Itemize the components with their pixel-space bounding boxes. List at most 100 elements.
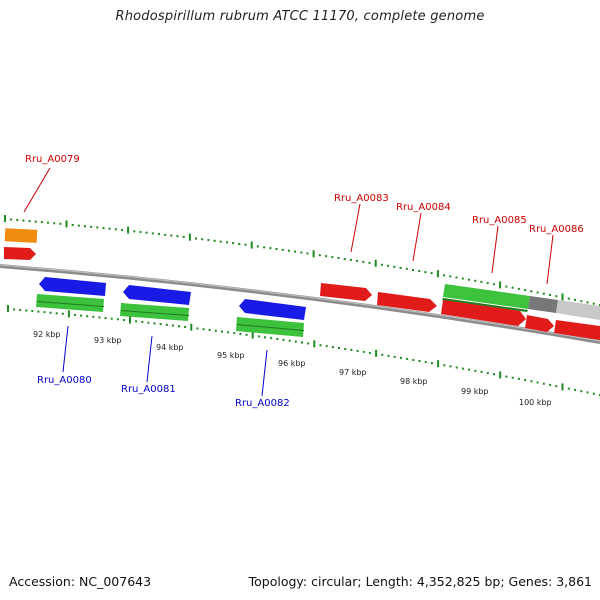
gene-rru-a0081-stripe [121, 310, 189, 316]
scale-minor-tick [349, 258, 352, 261]
scale-minor-tick [580, 390, 583, 393]
scale-minor-tick [34, 220, 37, 223]
gene-rru-a0080-stripe [37, 301, 104, 307]
scale-minor-tick [208, 329, 211, 331]
scale-minor-tick [13, 308, 16, 311]
scale-minor-tick [171, 324, 174, 327]
scale-minor-tick [288, 339, 291, 342]
gene-forward-long-red[interactable] [441, 300, 526, 326]
scale-minor-tick [245, 333, 248, 336]
scale-minor-tick [555, 385, 558, 388]
gene-rru-a0086[interactable] [554, 320, 600, 340]
scale-minor-tick [406, 357, 409, 360]
scale-minor-tick [455, 366, 458, 369]
gene-rru-a0082-stripe [237, 324, 304, 331]
scale-label-98: 98 kbp [400, 377, 428, 386]
scale-minor-tick [586, 301, 589, 304]
gene-rru-a0079-orange[interactable] [4, 228, 38, 243]
genome-backbone [0, 264, 600, 344]
scale-minor-tick [524, 379, 527, 382]
scale-minor-tick [141, 321, 144, 323]
leader-rru-a0083 [350, 203, 361, 253]
scale-minor-tick [263, 246, 266, 249]
scale-major-tick [436, 270, 439, 278]
leader-rru-a0080 [62, 325, 69, 373]
scale-minor-tick [542, 292, 545, 295]
scale-minor-tick [170, 234, 173, 237]
scale-minor-tick [505, 285, 508, 288]
accession-text: Accession: NC_007643 [9, 574, 152, 589]
gene-rru-a0086-lightgray[interactable] [556, 300, 600, 320]
scale-minor-tick [443, 274, 446, 277]
gene-rru-a0085[interactable] [443, 284, 530, 309]
gene-rru-a0085-gray[interactable] [528, 296, 558, 313]
scale-minor-tick [337, 257, 340, 259]
scale-minor-tick [480, 280, 483, 283]
scale-label-92: 92 kbp [33, 330, 61, 339]
scale-major-tick [188, 233, 191, 241]
scale-minor-tick [307, 342, 310, 345]
scale-minor-tick [300, 251, 303, 254]
scale-minor-tick [201, 238, 204, 241]
scale-minor-tick [511, 376, 514, 379]
scale-minor-tick [294, 250, 297, 253]
scale-minor-tick [480, 370, 483, 373]
gene-rru-a0081-blue[interactable] [123, 285, 191, 305]
scale-minor-tick [592, 302, 595, 305]
scale-minor-tick [430, 272, 433, 275]
scale-minor-tick [133, 230, 136, 233]
scale-minor-tick [145, 231, 148, 234]
scale-minor-tick [226, 241, 228, 244]
scale-minor-tick [43, 311, 46, 314]
scale-minor-tick [486, 372, 489, 375]
scale-minor-tick [393, 355, 396, 358]
scale-minor-tick [399, 356, 402, 359]
scale-major-tick [499, 371, 502, 379]
gene-rru-a0080-blue[interactable] [39, 277, 106, 296]
scale-minor-tick [71, 224, 74, 226]
scale-minor-tick [381, 353, 384, 356]
scale-minor-tick [461, 277, 464, 280]
forward-scale-ticks [4, 215, 600, 306]
scale-minor-tick [424, 271, 427, 274]
scale-minor-tick [270, 337, 273, 340]
scale-minor-tick [165, 323, 168, 326]
scale-minor-tick [282, 338, 285, 341]
gene-rru-a0083[interactable] [320, 283, 372, 301]
gene-rru-a0082-blue[interactable] [239, 299, 306, 320]
scale-minor-tick [269, 247, 272, 250]
scale-major-tick [127, 226, 130, 234]
gene-rru-a0084[interactable] [377, 292, 437, 312]
scale-labels: 92 kbp 93 kbp 94 kbp 95 kbp 96 kbp 97 kb… [33, 330, 552, 407]
scale-minor-tick [159, 323, 162, 326]
scale-minor-tick [492, 283, 495, 286]
scale-major-tick [4, 215, 6, 222]
scale-minor-tick [549, 383, 552, 386]
scale-minor-tick [524, 289, 527, 292]
scale-minor-tick [343, 258, 346, 260]
scale-minor-tick [306, 252, 309, 255]
scale-minor-tick [586, 391, 589, 394]
forward-gene-labels: Rru_A0079 Rru_A0083 Rru_A0084 Rru_A0085 … [25, 154, 584, 235]
scale-minor-tick [16, 219, 19, 221]
gene-rru-a0080-green[interactable] [36, 294, 104, 312]
scale-minor-tick [393, 265, 396, 268]
scale-minor-tick [37, 310, 40, 313]
scale-major-tick [499, 281, 502, 289]
gene-forward-short-red[interactable] [525, 315, 554, 332]
scale-minor-tick [135, 320, 138, 323]
gene-rru-a0081-green[interactable] [120, 303, 189, 321]
scale-minor-tick [256, 245, 259, 248]
scale-minor-tick [443, 364, 446, 367]
leader-rru-a0082 [261, 349, 268, 397]
scale-minor-tick [555, 295, 558, 298]
scale-minor-tick [98, 316, 101, 319]
gene-rru-a0079-red[interactable] [4, 247, 36, 260]
scale-major-tick [561, 293, 564, 301]
scale-minor-tick [281, 248, 284, 251]
scale-minor-tick [338, 347, 340, 349]
scale-minor-tick [195, 237, 197, 240]
scale-minor-tick [147, 321, 150, 324]
scale-minor-tick [493, 373, 495, 376]
scale-minor-tick [116, 318, 119, 321]
